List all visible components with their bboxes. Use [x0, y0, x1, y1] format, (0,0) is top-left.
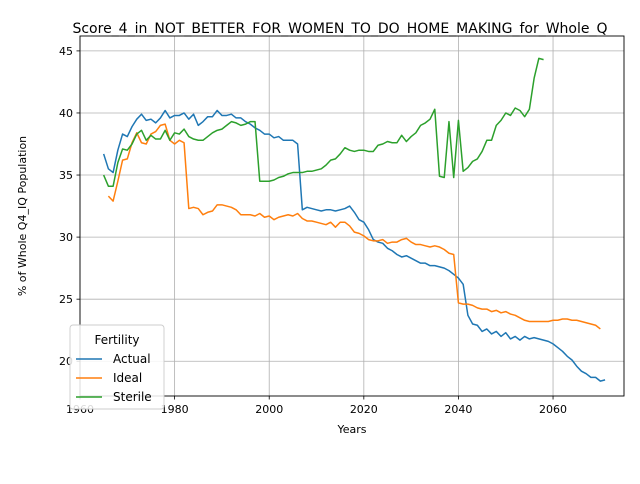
legend-box [69, 324, 165, 410]
x-axis-label: Years [336, 423, 366, 436]
x-tick-label: 2020 [350, 403, 378, 416]
x-tick-label: 2060 [539, 403, 567, 416]
series-layer [102, 57, 606, 382]
legend-title: Fertility [94, 333, 139, 347]
y-tick-label: 30 [59, 231, 73, 244]
y-tick-label: 45 [59, 45, 73, 58]
legend-label-actual: Actual [113, 352, 151, 366]
x-axis: 1960 1980 2000 2020 2040 2060 [66, 396, 567, 416]
series-line-ideal [107, 123, 601, 330]
x-tick-label: 2040 [444, 403, 472, 416]
x-tick-label: 1980 [161, 403, 189, 416]
y-tick-label: 20 [59, 355, 73, 368]
legend-label-ideal: Ideal [113, 371, 142, 385]
y-tick-label: 25 [59, 293, 73, 306]
legend-label-sterile: Sterile [113, 390, 152, 404]
series-line-actual [102, 109, 606, 382]
y-axis-label: % of Whole Q4_IQ Population [16, 136, 29, 296]
legend-items: Actual Ideal Sterile [76, 352, 152, 404]
series-line-sterile [102, 57, 544, 187]
plot-frame [79, 35, 625, 397]
x-tick-label: 2000 [255, 403, 283, 416]
chart-title: Score_4_in_NOT_BETTER_FOR_WOMEN_TO_DO_HO… [72, 21, 607, 37]
y-tick-label: 40 [59, 107, 73, 120]
y-axis: 20 25 30 35 40 45 [59, 45, 80, 368]
legend: Fertility Actual Ideal Sterile [69, 324, 165, 410]
y-tick-label: 35 [59, 169, 73, 182]
